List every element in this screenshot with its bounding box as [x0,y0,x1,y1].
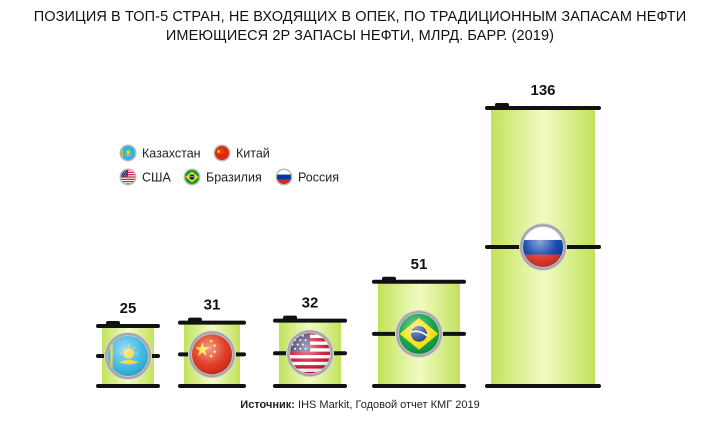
barrel-bar: 31 [178,297,246,388]
russia-flag-icon [519,223,567,271]
barrel-bottom-rim [485,384,601,388]
barrel-bottom-rim [178,384,246,388]
usa-flag-icon [119,168,137,186]
legend-item: Бразилия [183,168,262,186]
bar-value-label: 25 [120,300,137,317]
legend-label: Россия [298,171,339,185]
legend-label: Китай [236,147,270,161]
source-label: Источник: [240,399,295,411]
legend-item: Казахстан [119,144,201,162]
china-flag-icon [188,330,236,379]
barrel-bar: 25 [96,300,160,388]
barrel-top-rim [96,324,160,328]
chart-title: ПОЗИЦИЯ В ТОП-5 СТРАН, НЕ ВХОДЯЩИХ В ОПЕ… [33,9,687,25]
kazakhstan-flag-icon [119,144,137,162]
barrel-top-rim [178,320,246,325]
legend: Казахстан Китай США Бразилия Россия [119,144,339,186]
brazil-flag-icon [395,309,443,358]
barrel-top-rim [273,318,347,323]
legend-item: Китай [213,144,270,162]
russia-flag-icon [275,168,293,186]
china-flag-icon [213,144,231,162]
source-text: IHS Markit, Годовой отчет КМГ 2019 [294,399,480,411]
legend-item: Россия [275,168,339,186]
legend-label: Бразилия [206,171,262,185]
barrel-bottom-rim [372,384,466,388]
barrel-bar: 136 [485,82,601,388]
barrel-bottom-rim [273,384,347,388]
bar-value-label: 31 [204,297,221,314]
barrel-top-rim [485,106,601,110]
chart-subtitle: ИМЕЮЩИЕСЯ 2P ЗАПАСЫ НЕФТИ, МЛРД. БАРР. (… [165,28,555,44]
kazakhstan-flag-icon [104,332,152,380]
barrel-bottom-rim [96,384,160,388]
legend-label: США [142,171,171,185]
bar-value-label: 51 [411,256,428,273]
barrel-top-rim [372,279,466,284]
bar-value-label: 136 [530,82,555,99]
legend-label: Казахстан [142,147,201,161]
brazil-flag-icon [183,168,201,186]
source-note: Источник: IHS Markit, Годовой отчет КМГ … [0,399,720,411]
bar-value-label: 32 [302,295,319,312]
usa-flag-icon [286,329,334,378]
barrel-bar: 51 [372,256,466,388]
legend-item: США [119,168,171,186]
barrel-bar: 32 [273,295,347,388]
